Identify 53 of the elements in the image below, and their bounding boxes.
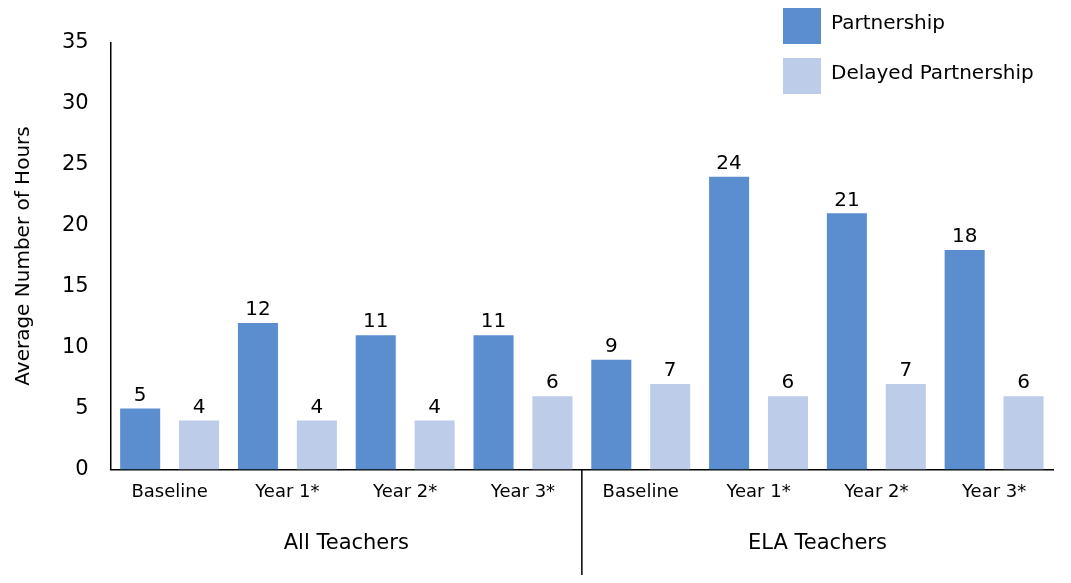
bar (944, 249, 985, 470)
x-tick-label: Year 1* (725, 479, 791, 501)
bar (237, 323, 278, 470)
data-label: 12 (245, 296, 271, 321)
x-tick-label: Year 3* (489, 479, 556, 501)
y-tick-label: 25 (61, 151, 89, 175)
y-tick-label: 5 (75, 394, 89, 419)
x-tick-label: Baseline (131, 479, 208, 501)
y-axis-title: Average Number of Hours (10, 126, 35, 386)
x-tick-label: Year 3* (960, 479, 1027, 501)
bar (885, 384, 926, 470)
x-tick-label: Baseline (602, 479, 679, 501)
data-label: 9 (604, 332, 618, 357)
bar (179, 420, 220, 470)
y-tick-label: 30 (61, 90, 89, 115)
bar (709, 176, 750, 470)
data-label: 7 (899, 357, 913, 382)
data-label: 7 (663, 357, 677, 382)
data-label: 6 (546, 369, 559, 394)
bar (473, 335, 514, 470)
text: All Teachers (283, 530, 409, 555)
bar (355, 335, 396, 470)
data-label: 11 (363, 308, 389, 333)
data-label: 4 (428, 393, 441, 418)
bar (767, 396, 809, 470)
y-tick-label: 10 (61, 333, 89, 358)
data-label: 6 (781, 369, 795, 394)
text: ELA Teachers (747, 530, 887, 555)
bar (826, 213, 867, 470)
data-label: 6 (1017, 369, 1030, 394)
data-label: 5 (133, 381, 147, 406)
legend-label: Partnership (831, 10, 946, 35)
legend-label: Delayed Partnership (831, 60, 1034, 85)
y-tick-label: 15 (61, 272, 89, 297)
x-tick-label: Year 2* (843, 479, 909, 501)
x-tick-label: Year 2* (372, 479, 438, 501)
bar (1003, 396, 1044, 470)
bar (296, 420, 337, 470)
bar (532, 396, 573, 470)
bar (650, 384, 691, 470)
bar (414, 420, 455, 470)
y-tick-label: 0 (75, 455, 89, 480)
y-tick-label: 20 (61, 211, 89, 236)
data-label: 21 (834, 186, 860, 211)
bar (120, 408, 161, 470)
data-label: 4 (192, 393, 206, 418)
data-label: 11 (480, 308, 507, 333)
data-label: 4 (310, 393, 324, 418)
x-tick-label: Year 1* (254, 479, 320, 501)
y-tick-label: 35 (61, 29, 89, 54)
data-label: 18 (951, 223, 978, 248)
data-label: 24 (716, 149, 742, 174)
bar (591, 359, 632, 470)
